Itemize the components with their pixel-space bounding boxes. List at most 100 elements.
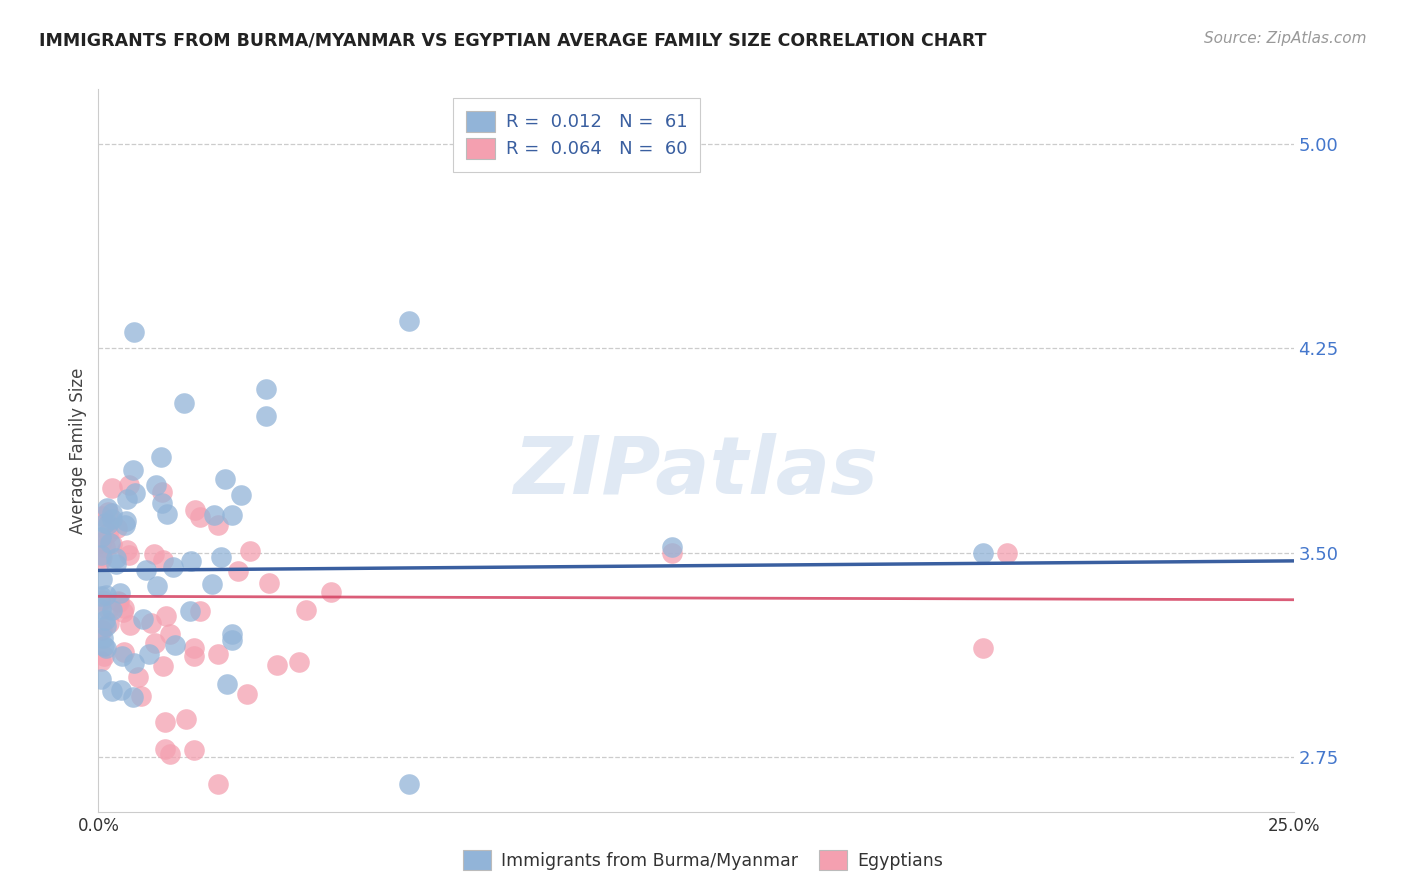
Point: [972, 641, 994, 656]
Point: [91, 592, 114, 607]
Point: [398, 777, 420, 791]
Point: [112, 601, 135, 615]
Point: [143, 547, 166, 561]
Point: [254, 382, 277, 396]
Point: [207, 777, 229, 791]
Point: [156, 507, 179, 521]
Point: [104, 551, 127, 566]
Point: [235, 687, 257, 701]
Point: [127, 670, 149, 684]
Point: [231, 488, 253, 502]
Point: [93, 631, 115, 645]
Legend: Immigrants from Burma/Myanmar, Egyptians: Immigrants from Burma/Myanmar, Egyptians: [454, 841, 952, 879]
Point: [209, 549, 232, 564]
Point: [90, 624, 112, 638]
Point: [152, 658, 174, 673]
Point: [398, 314, 420, 328]
Point: [145, 477, 167, 491]
Point: [180, 554, 202, 568]
Point: [121, 463, 143, 477]
Point: [239, 544, 262, 558]
Point: [91, 549, 114, 564]
Point: [90, 553, 112, 567]
Point: [90, 530, 112, 544]
Point: [94, 588, 117, 602]
Point: [122, 325, 145, 339]
Point: [214, 472, 236, 486]
Point: [150, 484, 173, 499]
Point: [183, 641, 205, 656]
Point: [183, 743, 205, 757]
Point: [661, 541, 683, 555]
Point: [96, 517, 118, 532]
Point: [112, 605, 135, 619]
Point: [105, 521, 128, 535]
Point: [100, 511, 122, 525]
Point: [295, 603, 318, 617]
Point: [120, 618, 142, 632]
Point: [96, 619, 118, 633]
Point: [155, 609, 177, 624]
Point: [217, 677, 239, 691]
Point: [118, 477, 141, 491]
Point: [97, 615, 120, 630]
Point: [105, 557, 128, 571]
Point: [159, 747, 181, 762]
Point: [94, 640, 117, 655]
Point: [115, 542, 138, 557]
Point: [661, 546, 683, 560]
Point: [94, 613, 117, 627]
Point: [143, 635, 166, 649]
Point: [149, 450, 172, 465]
Point: [94, 540, 117, 554]
Point: [108, 586, 131, 600]
Point: [96, 505, 118, 519]
Point: [98, 536, 121, 550]
Point: [207, 518, 229, 533]
Point: [179, 604, 201, 618]
Point: [146, 578, 169, 592]
Point: [321, 584, 343, 599]
Point: [266, 658, 288, 673]
Point: [124, 486, 146, 500]
Point: [221, 508, 243, 522]
Point: [173, 396, 195, 410]
Text: Source: ZipAtlas.com: Source: ZipAtlas.com: [1204, 31, 1367, 46]
Text: IMMIGRANTS FROM BURMA/MYANMAR VS EGYPTIAN AVERAGE FAMILY SIZE CORRELATION CHART: IMMIGRANTS FROM BURMA/MYANMAR VS EGYPTIA…: [39, 31, 987, 49]
Point: [107, 593, 129, 607]
Point: [152, 553, 174, 567]
Point: [226, 564, 249, 578]
Point: [90, 602, 112, 616]
Point: [114, 645, 136, 659]
Point: [90, 672, 112, 686]
Point: [150, 496, 173, 510]
Point: [162, 560, 184, 574]
Point: [122, 656, 145, 670]
Point: [93, 639, 115, 653]
Point: [114, 518, 136, 533]
Point: [101, 684, 124, 698]
Point: [995, 546, 1018, 560]
Y-axis label: Average Family Size: Average Family Size: [69, 368, 87, 533]
Point: [101, 507, 124, 521]
Point: [138, 647, 160, 661]
Point: [221, 627, 243, 641]
Point: [90, 535, 112, 549]
Point: [153, 714, 176, 729]
Point: [972, 546, 994, 560]
Point: [139, 616, 162, 631]
Point: [202, 508, 225, 522]
Point: [101, 481, 124, 495]
Legend: R =  0.012   N =  61, R =  0.064   N =  60: R = 0.012 N = 61, R = 0.064 N = 60: [453, 98, 700, 171]
Point: [96, 501, 118, 516]
Point: [91, 509, 114, 524]
Point: [110, 683, 132, 698]
Point: [91, 572, 114, 586]
Point: [122, 690, 145, 704]
Point: [207, 647, 229, 661]
Point: [90, 623, 112, 637]
Point: [174, 712, 197, 726]
Point: [159, 627, 181, 641]
Point: [183, 503, 205, 517]
Point: [115, 491, 138, 506]
